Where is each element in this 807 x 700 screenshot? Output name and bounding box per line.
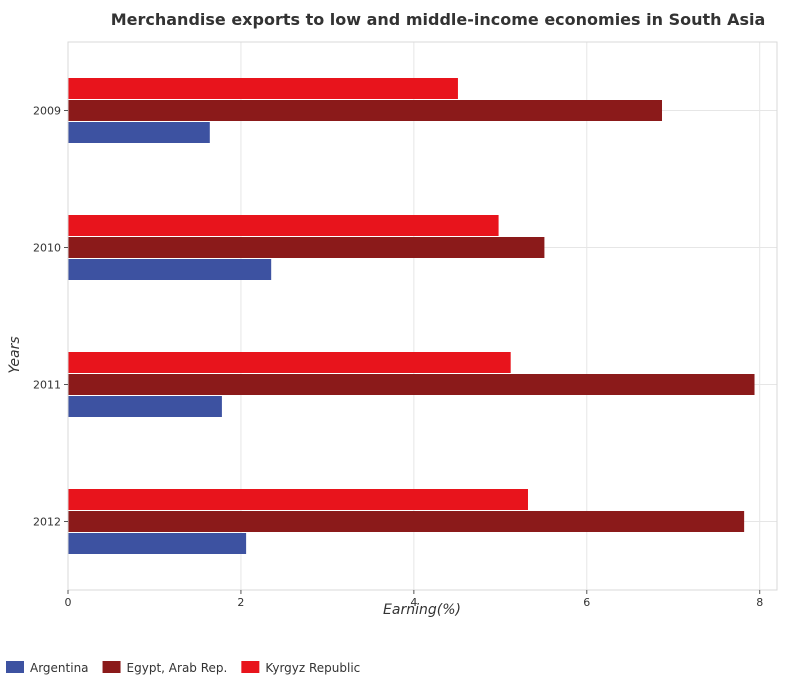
bar-argentina-2012 (68, 533, 247, 554)
x-tick-label: 0 (65, 596, 72, 609)
bar-egypt-arab-rep--2012 (68, 511, 745, 532)
x-axis-label: Earning(%) (383, 602, 461, 618)
x-tick-label: 6 (583, 596, 590, 609)
bar-kyrgyz-republic-2010 (68, 215, 499, 236)
legend-label: Argentina (30, 661, 89, 675)
bar-egypt-arab-rep--2010 (68, 237, 545, 258)
legend-swatch-egypt-arab-rep- (102, 661, 121, 673)
legend-label: Egypt, Arab Rep. (127, 661, 228, 675)
plot-border (67, 41, 778, 591)
bar-argentina-2009 (68, 122, 210, 143)
x-axis: 0 2 4 6 8 (65, 590, 763, 609)
y-axis: 2009 2010 2011 2012 (33, 105, 68, 529)
x-tick-label: 2 (237, 596, 244, 609)
plot-area (67, 41, 778, 591)
bar-egypt-arab-rep--2009 (68, 100, 663, 121)
bar-kyrgyz-republic-2012 (68, 489, 528, 510)
y-tick-label: 2010 (33, 242, 61, 255)
legend-swatch-kyrgyz-republic (241, 661, 260, 673)
bar-kyrgyz-republic-2009 (68, 78, 458, 99)
y-tick-label: 2012 (33, 516, 61, 529)
legend-label: Kyrgyz Republic (265, 661, 360, 675)
legend: Argentina Egypt, Arab Rep. Kyrgyz Republic (6, 661, 360, 675)
x-tick-label: 4 (410, 596, 417, 609)
y-tick-label: 2011 (33, 379, 61, 392)
bar-argentina-2010 (68, 259, 272, 280)
bar-egypt-arab-rep--2011 (68, 374, 755, 395)
y-tick-label: 2009 (33, 105, 61, 118)
y-axis-label: Years (7, 336, 23, 373)
bar-argentina-2011 (68, 396, 222, 417)
x-tick-label: 8 (756, 596, 763, 609)
chart-title: Merchandise exports to low and middle-in… (111, 10, 766, 29)
legend-swatch-argentina (6, 661, 24, 673)
bar-kyrgyz-republic-2011 (68, 352, 511, 373)
